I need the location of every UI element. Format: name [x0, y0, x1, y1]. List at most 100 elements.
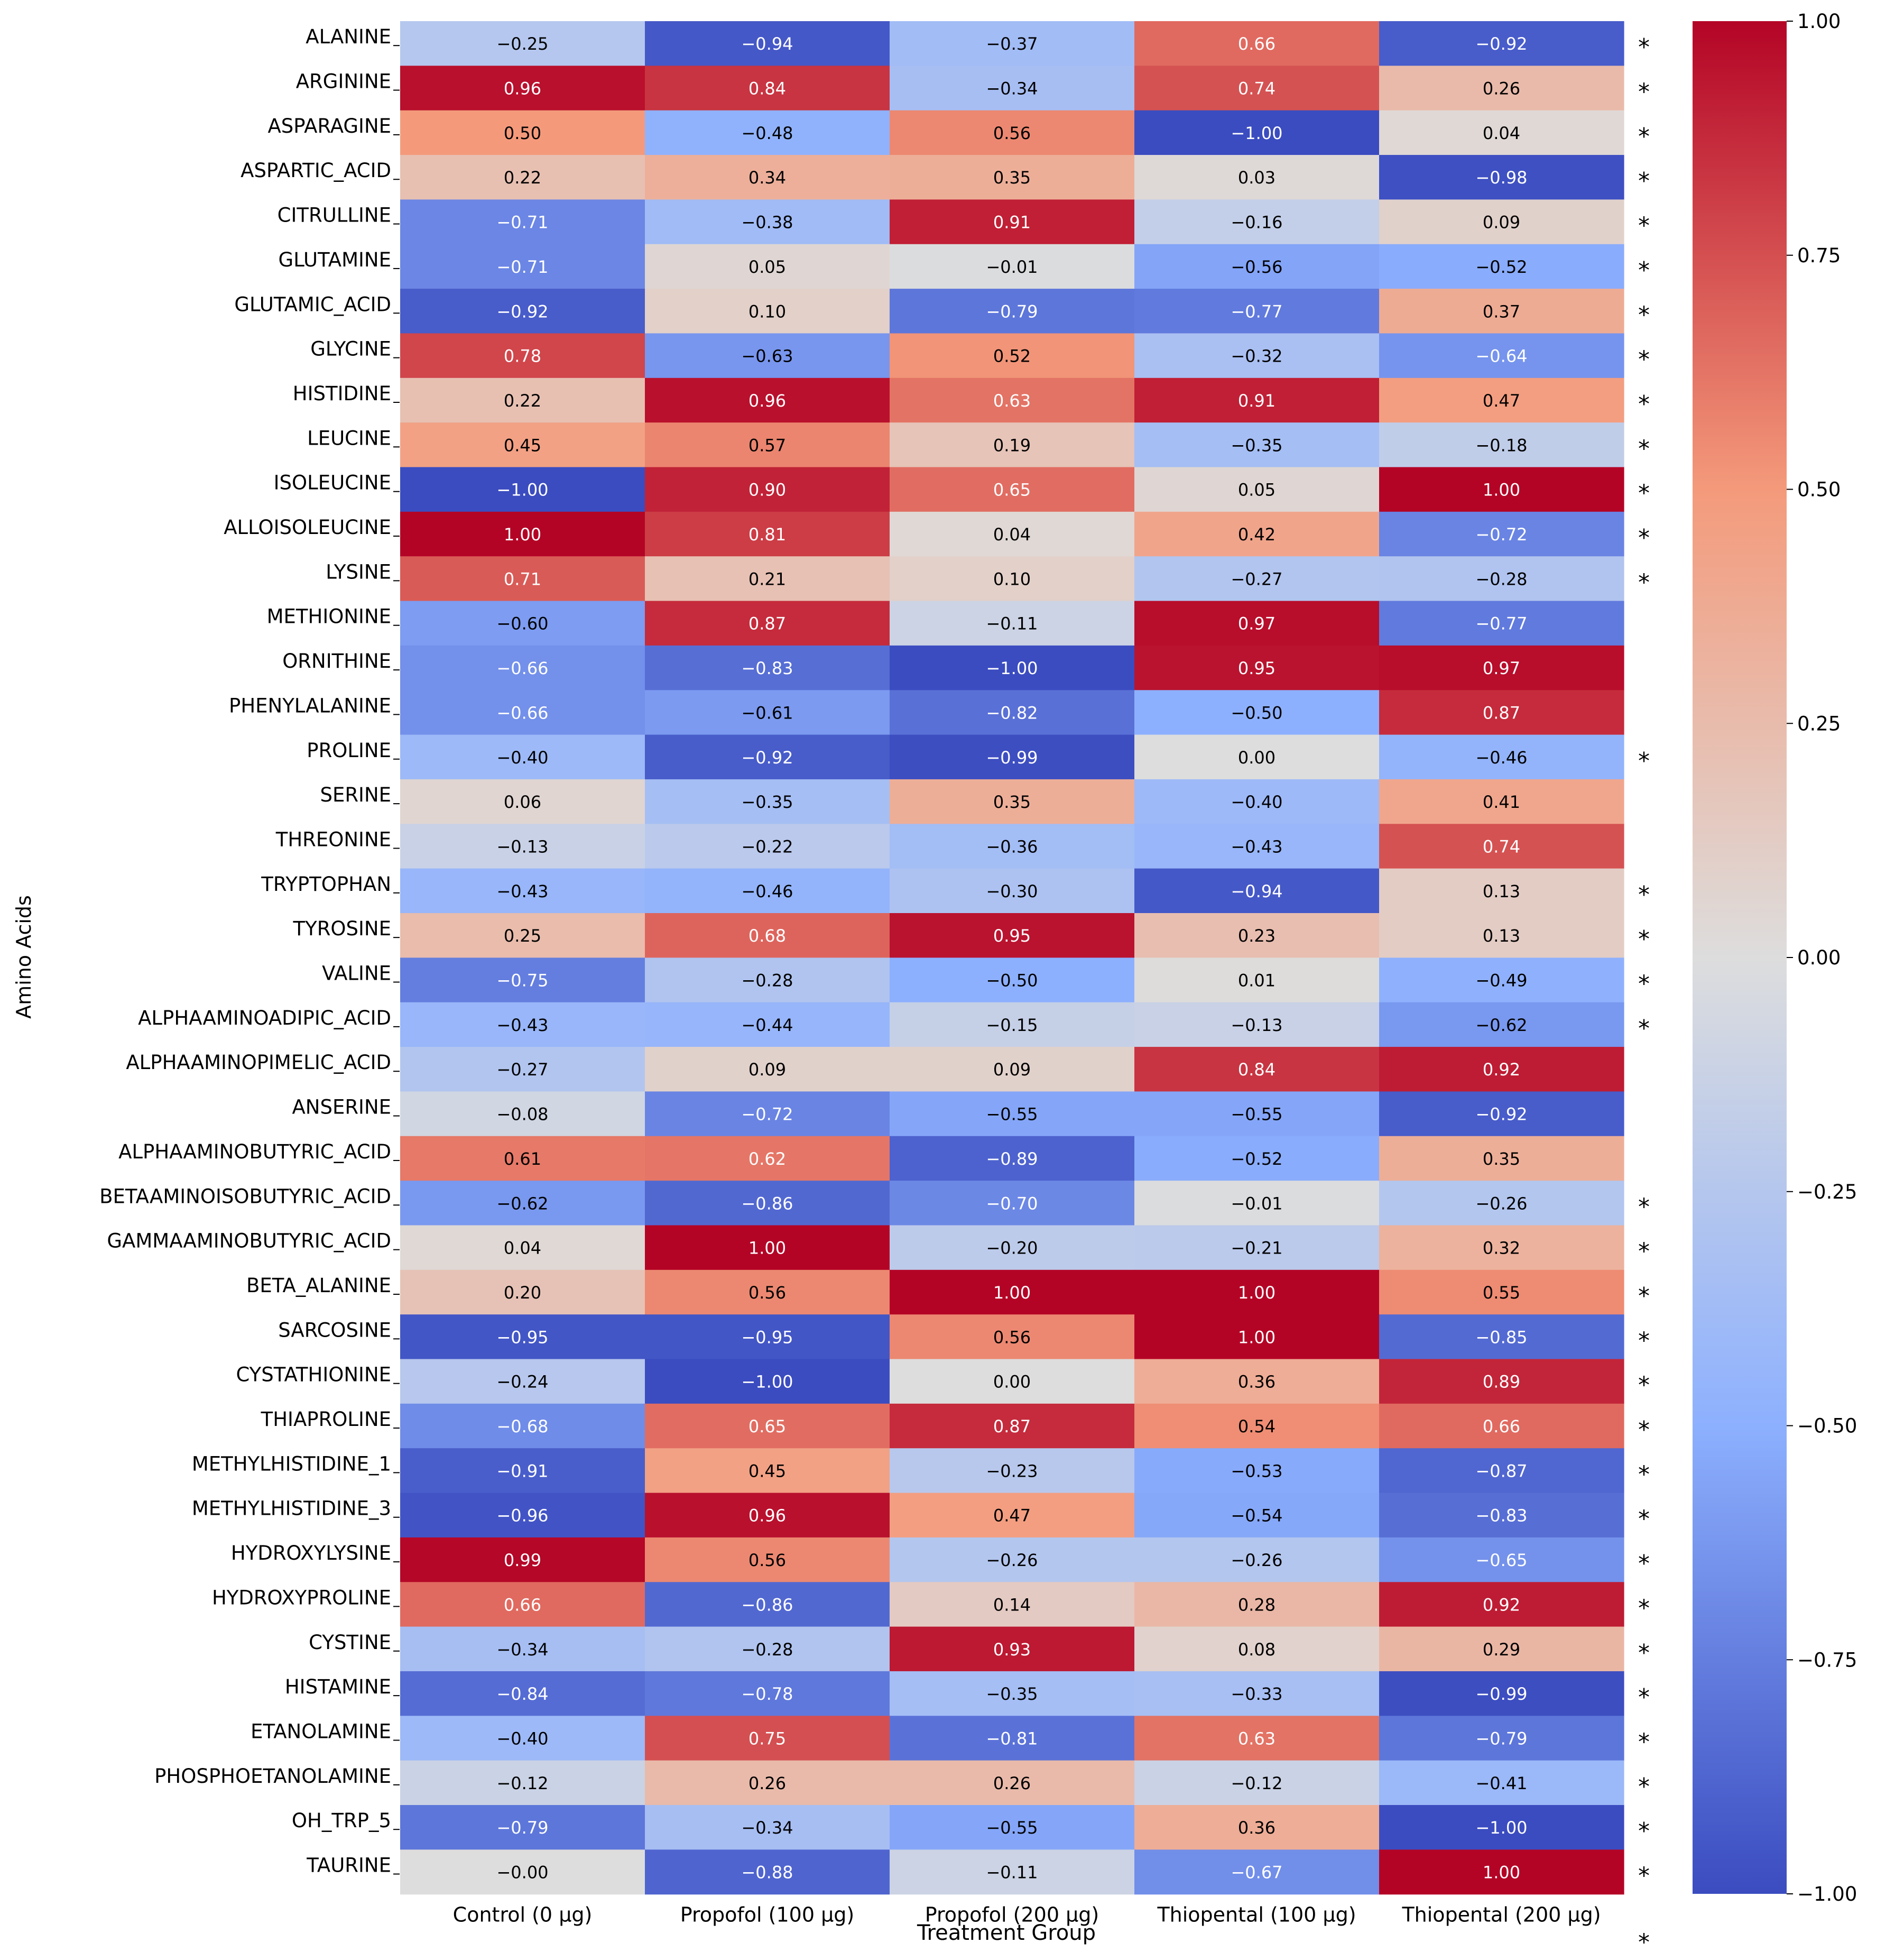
cell-value-label: −0.86 — [741, 1595, 793, 1615]
heatmap-cell — [890, 1181, 1135, 1226]
heatmap-cell — [400, 957, 645, 1003]
cell-value-label: 0.68 — [748, 926, 786, 946]
significance-star: * — [1638, 1684, 1650, 1711]
heatmap-cell — [400, 1269, 645, 1315]
heatmap-cell — [1134, 645, 1380, 690]
cell-value-label: 0.04 — [1483, 123, 1520, 143]
heatmap-cell — [645, 913, 890, 958]
significance-star: * — [1638, 1461, 1650, 1488]
heatmap-cell — [1379, 1805, 1624, 1850]
cell-value-label: 0.35 — [993, 168, 1031, 188]
heatmap-cell — [645, 601, 890, 646]
significance-star: * — [1638, 1193, 1650, 1220]
heatmap-cell — [890, 556, 1135, 602]
cell-value-label: −0.28 — [741, 971, 793, 991]
heatmap-cell — [1134, 155, 1380, 200]
heatmap-cell — [890, 1359, 1135, 1404]
cell-value-label: 0.36 — [1238, 1372, 1276, 1392]
heatmap-cell — [645, 511, 890, 557]
cell-value-label: −0.11 — [986, 614, 1038, 634]
heatmap-cell — [400, 110, 645, 155]
cell-value-label: 0.26 — [748, 1773, 786, 1793]
row-label: ALPHAAMINOPIMELIC_ACID — [126, 1051, 391, 1074]
cell-value-label: 0.66 — [1238, 34, 1276, 54]
cell-value-label: −0.49 — [1475, 971, 1527, 991]
heatmap-cell — [645, 1716, 890, 1761]
cell-value-label: −0.68 — [496, 1416, 548, 1437]
heatmap-cell — [1134, 110, 1380, 155]
cell-value-label: 0.00 — [1238, 748, 1276, 768]
cell-value-label: 1.00 — [993, 1283, 1031, 1303]
significance-markers: * * * * * * * * * * * * * * * * * * * * * * * * * * * * * * * * * * * — [1638, 34, 1650, 1952]
significance-star: * — [1638, 926, 1650, 953]
heatmap-cell — [1134, 734, 1380, 780]
cell-value-label: 0.00 — [993, 1372, 1031, 1392]
heatmap-cell — [1134, 1225, 1380, 1270]
heatmap-cell — [400, 1493, 645, 1538]
cell-value-label: −0.24 — [496, 1372, 548, 1392]
heatmap-cell — [645, 244, 890, 289]
heatmap-cell — [1379, 779, 1624, 824]
heatmap-cell — [890, 21, 1135, 66]
cell-value-label: 0.09 — [748, 1060, 786, 1080]
cell-value-label: −0.92 — [1475, 1104, 1527, 1125]
colorbar-tick-label: 0.75 — [1797, 244, 1841, 267]
heatmap-cell — [400, 734, 645, 780]
colorbar-tick-label: −0.75 — [1797, 1649, 1857, 1671]
heatmap-cell — [890, 1537, 1135, 1582]
cell-value-label: 0.56 — [993, 123, 1031, 143]
cell-value-label: 0.65 — [993, 480, 1031, 500]
cell-value-label: 0.74 — [1483, 836, 1520, 857]
heatmap-cell — [645, 1537, 890, 1582]
cell-value-label: −0.43 — [496, 1015, 548, 1035]
row-label: ASPARAGINE — [267, 115, 391, 137]
cell-value-label: −0.87 — [1475, 1461, 1527, 1481]
heatmap-cell — [1379, 913, 1624, 958]
heatmap-cell — [890, 1448, 1135, 1494]
row-label: CYSTINE — [309, 1631, 391, 1654]
cell-value-label: −0.67 — [1231, 1863, 1282, 1883]
cell-value-label: −0.12 — [1231, 1773, 1282, 1793]
heatmap-cell — [400, 1225, 645, 1270]
cell-value-label: 0.05 — [748, 257, 786, 277]
heatmap-cell — [645, 199, 890, 245]
colorbar-tick-label: −0.25 — [1797, 1181, 1857, 1203]
row-label: SARCOSINE — [278, 1319, 391, 1341]
cell-value-label: 1.00 — [1483, 1863, 1520, 1883]
cell-value-label: 0.93 — [993, 1640, 1031, 1660]
heatmap-cell — [400, 1091, 645, 1137]
heatmap-cell — [645, 333, 890, 379]
heatmap-cell — [645, 1091, 890, 1137]
heatmap-cell — [1379, 467, 1624, 512]
heatmap-cell — [1134, 1181, 1380, 1226]
cell-value-label: 1.00 — [1483, 480, 1520, 500]
row-label: THIAPROLINE — [261, 1408, 391, 1431]
heatmap-cell — [400, 645, 645, 690]
cell-value-label: −0.56 — [1231, 257, 1282, 277]
row-label: ARGININE — [296, 70, 391, 93]
cell-value-label: 0.03 — [1238, 168, 1276, 188]
heatmap-cell — [400, 1047, 645, 1092]
cell-value-label: −0.62 — [496, 1193, 548, 1213]
heatmap-cell — [1379, 1091, 1624, 1137]
cell-value-label: 0.63 — [1238, 1728, 1276, 1748]
heatmap-cells: −0.25 −0.94 −0.37 0.66 −0.92 0.96 0.84 −0.34 0.7… — [400, 21, 1624, 1895]
heatmap-cell — [890, 289, 1135, 334]
cell-value-label: −1.00 — [741, 1372, 793, 1392]
significance-star: * — [1638, 480, 1650, 507]
row-label: LYSINE — [326, 560, 391, 583]
heatmap-cell — [400, 1716, 645, 1761]
cell-value-label: 1.00 — [748, 1238, 786, 1258]
significance-star: * — [1638, 1327, 1650, 1354]
heatmap-cell — [1379, 1225, 1624, 1270]
cell-value-label: 0.96 — [504, 79, 541, 99]
heatmap-cell — [1134, 913, 1380, 958]
cell-value-label: −0.08 — [496, 1104, 548, 1125]
row-label: TRYPTOPHAN — [261, 873, 391, 896]
heatmap-cell — [1379, 1493, 1624, 1538]
heatmap-cell — [400, 467, 645, 512]
cell-value-label: 0.75 — [748, 1728, 786, 1748]
colorbar-tick-label: −0.50 — [1797, 1415, 1857, 1438]
cell-value-label: −0.75 — [496, 971, 548, 991]
